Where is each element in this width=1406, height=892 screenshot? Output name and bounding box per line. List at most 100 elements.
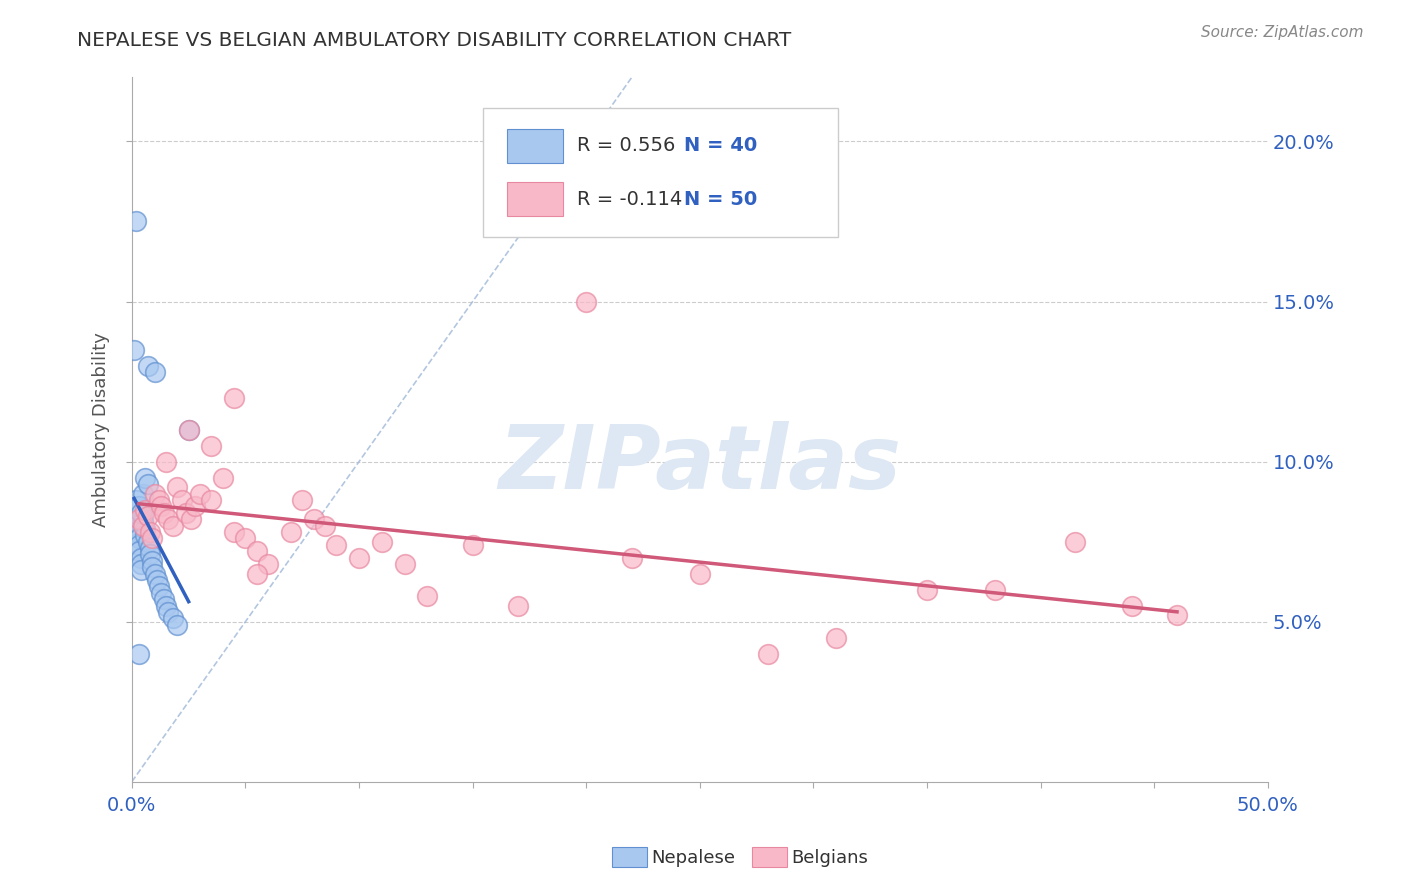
Point: [170, 493, 193, 508]
Point: [291, 493, 314, 508]
Point: [915, 582, 938, 597]
Point: [136, 359, 159, 373]
Point: [125, 214, 148, 228]
Text: N = 50: N = 50: [683, 190, 756, 209]
Point: [166, 480, 188, 494]
Point: [184, 500, 207, 514]
Point: [125, 518, 148, 533]
Point: [984, 582, 1007, 597]
Point: [146, 573, 169, 587]
Point: [125, 524, 148, 539]
Point: [177, 423, 200, 437]
Text: NEPALESE VS BELGIAN AMBULATORY DISABILITY CORRELATION CHART: NEPALESE VS BELGIAN AMBULATORY DISABILIT…: [77, 31, 792, 50]
Point: [416, 589, 439, 603]
Point: [200, 493, 222, 508]
Point: [128, 532, 150, 546]
Point: [139, 541, 162, 555]
Point: [314, 518, 336, 533]
Point: [155, 454, 177, 468]
Text: Belgians: Belgians: [792, 849, 869, 867]
Point: [150, 586, 173, 600]
Point: [129, 550, 152, 565]
Point: [128, 500, 150, 514]
Point: [162, 611, 184, 625]
Point: [246, 566, 269, 581]
Point: [129, 557, 152, 571]
Point: [134, 470, 156, 484]
Point: [371, 534, 394, 549]
Point: [825, 631, 848, 645]
Point: [136, 534, 159, 549]
Point: [157, 605, 180, 619]
Point: [188, 486, 211, 500]
Point: [162, 518, 184, 533]
Point: [132, 516, 155, 530]
Point: [689, 566, 711, 581]
Point: [141, 554, 163, 568]
Point: [143, 566, 166, 581]
Point: [139, 548, 162, 562]
Point: [280, 524, 302, 539]
Point: [129, 506, 152, 520]
Point: [125, 493, 148, 508]
Point: [224, 524, 246, 539]
Point: [139, 524, 162, 539]
Point: [143, 365, 166, 379]
Point: [150, 500, 173, 514]
Point: [302, 512, 325, 526]
Point: [136, 508, 159, 523]
Text: Nepalese: Nepalese: [651, 849, 735, 867]
Point: [129, 563, 152, 577]
Point: [141, 532, 163, 546]
Point: [155, 599, 177, 613]
Point: [235, 532, 257, 546]
Point: [134, 522, 156, 536]
Point: [136, 477, 159, 491]
Text: ZIPatlas: ZIPatlas: [498, 421, 901, 508]
Text: R = -0.114: R = -0.114: [576, 190, 682, 209]
Point: [166, 617, 188, 632]
Point: [143, 486, 166, 500]
Point: [325, 538, 347, 552]
Point: [211, 470, 233, 484]
Point: [177, 423, 200, 437]
Y-axis label: Ambulatory Disability: Ambulatory Disability: [93, 332, 110, 527]
Point: [148, 579, 170, 593]
Point: [1121, 599, 1143, 613]
Point: [152, 592, 174, 607]
Point: [134, 502, 156, 516]
Point: [176, 506, 198, 520]
Point: [134, 528, 156, 542]
Point: [132, 502, 155, 516]
Point: [148, 493, 170, 508]
Point: [128, 647, 150, 661]
Point: [508, 599, 530, 613]
Point: [200, 439, 222, 453]
Point: [122, 512, 145, 526]
Point: [224, 391, 246, 405]
Point: [128, 512, 150, 526]
Point: [394, 557, 416, 571]
Point: [246, 544, 269, 558]
Point: [257, 557, 280, 571]
Point: [620, 550, 643, 565]
Point: [132, 518, 155, 533]
Point: [1166, 608, 1188, 623]
Point: [461, 538, 484, 552]
Point: [132, 486, 155, 500]
Point: [1063, 534, 1085, 549]
Text: R = 0.556: R = 0.556: [576, 136, 675, 155]
Point: [132, 508, 155, 523]
Point: [575, 294, 598, 309]
Point: [347, 550, 370, 565]
Text: Source: ZipAtlas.com: Source: ZipAtlas.com: [1201, 25, 1364, 40]
Point: [152, 506, 174, 520]
Point: [141, 560, 163, 574]
Point: [122, 343, 145, 357]
Point: [128, 538, 150, 552]
Point: [128, 544, 150, 558]
Point: [157, 512, 180, 526]
Point: [756, 647, 779, 661]
Text: N = 40: N = 40: [683, 136, 756, 155]
Point: [180, 512, 202, 526]
